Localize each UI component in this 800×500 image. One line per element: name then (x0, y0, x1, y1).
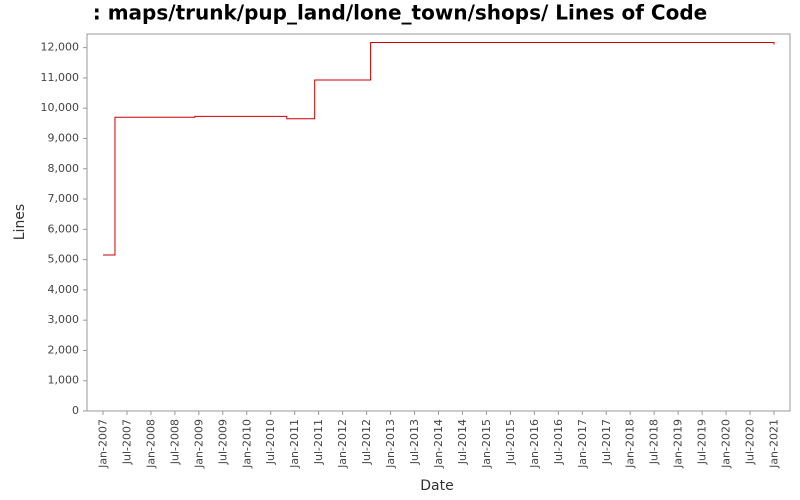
y-axis-label: Lines (12, 204, 28, 240)
y-tick-label: 9,000 (48, 131, 80, 144)
x-tick-label: Jul-2010 (264, 419, 277, 465)
x-tick-label: Jul-2009 (216, 419, 229, 465)
y-tick-label: 12,000 (41, 41, 80, 54)
x-tick-label: Jul-2016 (552, 419, 565, 465)
x-tick-label: Jan-2010 (240, 419, 253, 469)
plot-area (86, 33, 791, 412)
x-tick-label: Jan-2021 (768, 419, 781, 469)
x-tick-label: Jul-2015 (504, 419, 517, 465)
y-tick-label: 1,000 (48, 374, 80, 387)
x-tick-label: Jul-2020 (744, 419, 757, 465)
y-tick-label: 10,000 (41, 101, 80, 114)
x-tick-label: Jan-2020 (720, 419, 733, 469)
y-tick-label: 8,000 (48, 162, 80, 175)
x-tick-label: Jul-2018 (648, 419, 661, 465)
chart-title: : maps/trunk/pup_land/lone_town/shops/ L… (93, 1, 707, 25)
y-tick-label: 6,000 (48, 222, 80, 235)
x-tick-label: Jan-2007 (96, 419, 109, 469)
x-tick-label: Jul-2008 (168, 419, 181, 465)
x-tick-label: Jul-2013 (408, 419, 421, 465)
x-axis-label: Date (420, 478, 453, 494)
y-tick-label: 3,000 (48, 313, 80, 326)
x-tick-label: Jan-2008 (144, 419, 157, 469)
x-tick-label: Jan-2015 (480, 419, 493, 469)
x-tick-label: Jul-2017 (600, 419, 613, 465)
x-tick-label: Jan-2019 (672, 419, 685, 469)
x-tick-label: Jan-2011 (288, 419, 301, 469)
x-tick-label: Jul-2011 (312, 419, 325, 465)
x-tick-label: Jan-2014 (432, 419, 445, 469)
x-tick-label: Jan-2016 (528, 419, 541, 469)
x-tick-label: Jul-2014 (456, 419, 469, 465)
x-tick-label: Jan-2009 (192, 419, 205, 469)
x-tick-label: Jul-2012 (360, 419, 373, 465)
y-tick-label: 7,000 (48, 192, 80, 205)
x-tick-label: Jan-2017 (576, 419, 589, 469)
x-tick-label: Jul-2019 (696, 419, 709, 465)
data-line (102, 41, 775, 256)
x-tick-label: Jan-2013 (384, 419, 397, 469)
y-tick-label: 11,000 (41, 71, 80, 84)
y-tick-label: 0 (72, 404, 79, 417)
y-tick-label: 4,000 (48, 283, 80, 296)
x-tick-label: Jul-2007 (120, 419, 133, 465)
x-tick-label: Jan-2012 (336, 419, 349, 469)
x-tick-label: Jan-2018 (624, 419, 637, 469)
y-tick-label: 2,000 (48, 343, 80, 356)
y-tick-label: 5,000 (48, 253, 80, 266)
